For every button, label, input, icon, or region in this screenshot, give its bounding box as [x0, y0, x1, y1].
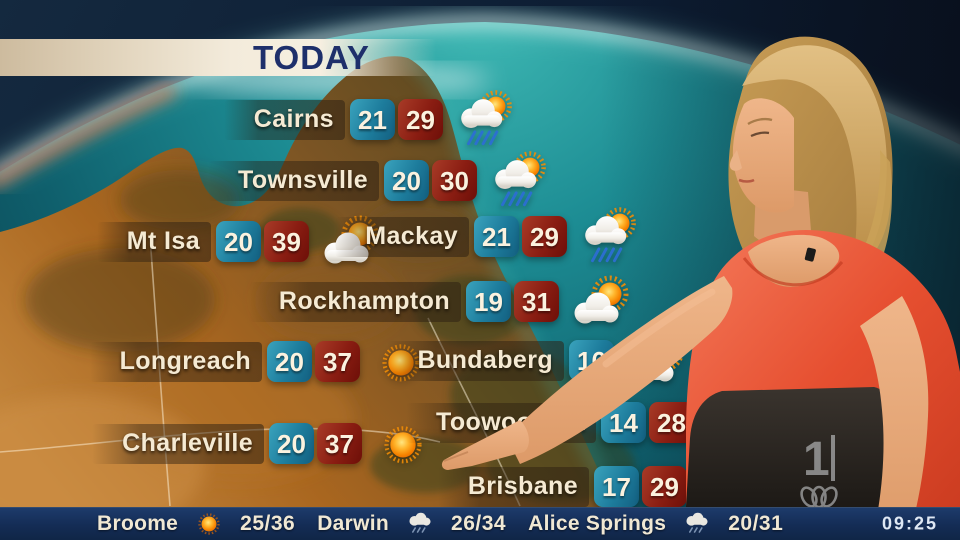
ticker-item: Alice Springs 20/31	[528, 512, 783, 536]
rain-small-icon	[404, 512, 436, 536]
max-temp: 29	[398, 99, 443, 140]
city-forecast: Townsville 20 30	[208, 150, 550, 206]
max-temp: 39	[264, 221, 309, 262]
city-name: Bundaberg	[387, 340, 564, 381]
max-temp: 37	[317, 423, 362, 464]
city-name: Longreach	[89, 341, 262, 382]
lapel-mic	[804, 247, 816, 262]
hair-front	[742, 45, 887, 273]
weather-ticker: Broome 25/36 Darwin 26/34 Alice Springs …	[0, 507, 960, 540]
max-temp: 37	[315, 341, 360, 382]
sun-small-icon	[193, 512, 225, 536]
ticker-min-max: 25/36	[240, 512, 296, 535]
ticker-city-name: Broome	[97, 512, 179, 535]
city-name: Mt Isa	[96, 221, 211, 262]
channel-logo: 1	[800, 433, 838, 509]
ticker-min-max: 26/34	[451, 512, 507, 535]
min-temp: 21	[350, 99, 395, 140]
city-name: Mackay	[335, 216, 469, 257]
pointing-hand	[441, 420, 529, 470]
face	[732, 98, 794, 213]
min-temp: 20	[269, 423, 314, 464]
sunrise-glow	[0, 85, 177, 185]
city-forecast: Cairns 21 29	[223, 89, 516, 145]
sun-cloud-rain-icon	[452, 88, 516, 152]
city-name: Townsville	[208, 160, 379, 201]
city-forecast: Rockhampton 19 31	[248, 275, 632, 323]
city-name: Brisbane	[437, 466, 589, 507]
rain-small-icon	[681, 512, 713, 536]
ticker-city-name: Alice Springs	[528, 512, 667, 535]
city-name: Rockhampton	[248, 281, 461, 322]
min-temp: 14	[601, 402, 646, 443]
sun-cloud-rain-icon	[576, 205, 640, 269]
ticker-min-max: 20/31	[728, 512, 784, 535]
max-temp: 30	[432, 160, 477, 201]
ticker-city-name: Darwin	[317, 512, 390, 535]
channel-number: 1	[803, 433, 830, 486]
ticker-item: Darwin 26/34	[317, 512, 506, 536]
min-temp: 20	[216, 221, 261, 262]
min-temp: 21	[474, 216, 519, 257]
city-forecast: Longreach 20 37	[89, 341, 428, 382]
sun-cloud-rain-icon	[486, 149, 550, 213]
chest	[748, 234, 840, 287]
abc-lissajous-icon	[800, 485, 838, 509]
city-forecast: Charleville 20 37	[92, 423, 430, 464]
today-title: TODAY	[253, 39, 370, 76]
min-temp: 20	[384, 160, 429, 201]
ticker-items: Broome 25/36 Darwin 26/34 Alice Springs …	[97, 512, 805, 536]
logo-bar	[831, 435, 835, 481]
clock: 09:25	[881, 513, 938, 534]
city-name: Charleville	[92, 423, 264, 464]
pointing-arm	[506, 276, 733, 464]
presenter	[441, 36, 960, 540]
min-temp: 17	[594, 466, 639, 507]
ticker-item: Broome 25/36	[97, 512, 295, 536]
max-temp: 29	[642, 466, 687, 507]
max-temp: 31	[514, 281, 559, 322]
min-temp: 20	[267, 341, 312, 382]
sun-cloud-icon	[568, 270, 632, 334]
min-temp: 19	[466, 281, 511, 322]
left-arm	[860, 296, 929, 540]
max-temp: 29	[522, 216, 567, 257]
city-name: Cairns	[223, 99, 345, 140]
today-banner: TODAY	[0, 39, 445, 76]
skirt	[684, 387, 916, 540]
city-forecast: Mackay 21 29	[335, 206, 640, 262]
